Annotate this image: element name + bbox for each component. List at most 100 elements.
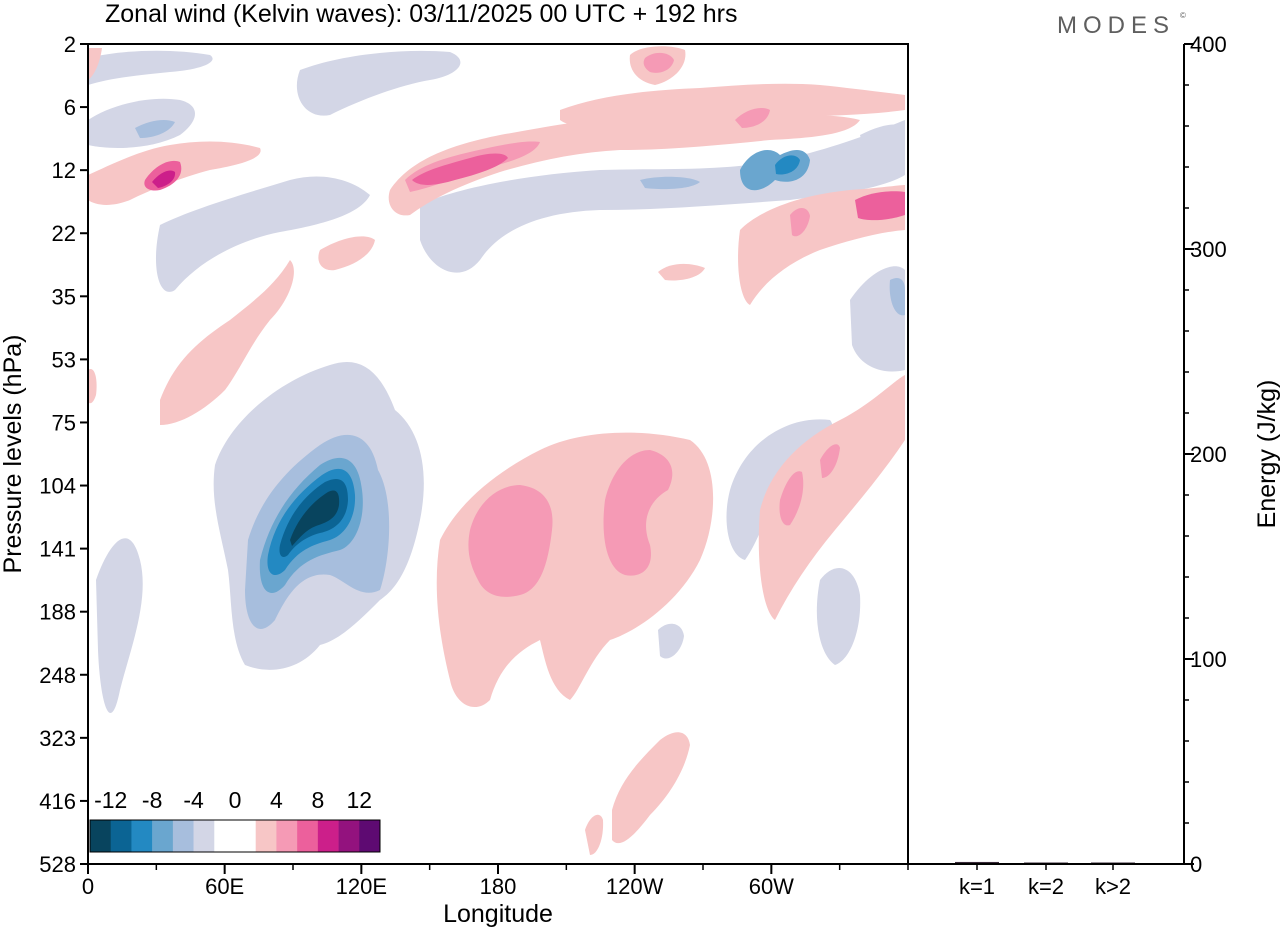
contour-neg1-upper-mid bbox=[296, 50, 461, 116]
energy-category-label: k=2 bbox=[1028, 874, 1064, 899]
logo-mark: © bbox=[1180, 11, 1186, 20]
energy-bars: k=1 k=2 k>2 bbox=[955, 861, 1135, 899]
x-tick-label: 180 bbox=[480, 874, 517, 899]
contour-pos2-upper-top bbox=[643, 52, 674, 73]
x-axis-label: Longitude bbox=[443, 900, 553, 928]
logo-text: MODES bbox=[1057, 12, 1175, 39]
y-tick-label: 528 bbox=[39, 852, 76, 877]
contour-neg1-strat-mid bbox=[155, 176, 370, 292]
colorbar-swatches bbox=[89, 819, 381, 853]
y-tick-label: 323 bbox=[39, 726, 76, 751]
y-tick-label: 22 bbox=[52, 221, 76, 246]
x-tick-label: 0 bbox=[82, 874, 94, 899]
contour-neg1-upper-right bbox=[860, 124, 905, 166]
contour-pos1-strat-mid3 bbox=[658, 263, 705, 281]
colorbar: -12 -8 -4 0 4 8 12 bbox=[89, 787, 381, 853]
energy-category-label: k>2 bbox=[1095, 874, 1131, 899]
contour-neg1-blob-lower-west bbox=[96, 538, 143, 713]
energy-y-tick-label: 300 bbox=[1190, 237, 1227, 262]
energy-bar bbox=[955, 861, 999, 864]
colorbar-label: 8 bbox=[311, 787, 324, 813]
contour-pos1-surface2 bbox=[585, 814, 604, 855]
colorbar-label: -4 bbox=[183, 787, 204, 813]
energy-category-label: k=1 bbox=[959, 874, 995, 899]
colorbar-swatch bbox=[235, 820, 257, 852]
y-axis-label: Pressure levels (hPa) bbox=[0, 335, 27, 574]
energy-y-tick-label: 0 bbox=[1190, 852, 1202, 877]
colorbar-swatch bbox=[90, 820, 112, 852]
y-tick-label: 12 bbox=[52, 158, 76, 183]
y-tick-label: 6 bbox=[64, 95, 76, 120]
contour-neg1-mid-low bbox=[658, 623, 684, 659]
colorbar-swatch bbox=[297, 820, 319, 852]
x-tick-label: 120W bbox=[606, 874, 664, 899]
contour-pos3-strat-east bbox=[855, 191, 905, 221]
y-tick-label: 35 bbox=[52, 284, 76, 309]
contour-pos2-upper-band bbox=[735, 108, 770, 128]
contour-neg2-east-low bbox=[889, 278, 905, 316]
contour-neg4-strat-east bbox=[775, 155, 800, 175]
y-tick-label: 75 bbox=[52, 410, 76, 435]
y-tick-label: 2 bbox=[64, 32, 76, 57]
contour-neg6-blob-main bbox=[290, 490, 340, 546]
y-tick-label: 248 bbox=[39, 663, 76, 688]
energy-y-tick-label: 200 bbox=[1190, 442, 1227, 467]
contour-pos1-surface bbox=[612, 732, 690, 844]
contour-pos1-left-edge bbox=[88, 369, 97, 404]
energy-panel: k=1 k=2 k>2 0 100 200 300 400 Energy (J/kg) bbox=[907, 32, 1280, 899]
x-tick-label: 120E bbox=[336, 874, 387, 899]
contour-pos2-trop-east2 bbox=[820, 444, 840, 478]
colorbar-swatch bbox=[172, 820, 194, 852]
contour-pos1-midlevel-west bbox=[160, 260, 294, 425]
colorbar-swatch bbox=[152, 820, 174, 852]
colorbar-label: 0 bbox=[229, 787, 242, 813]
colorbar-swatch bbox=[276, 820, 298, 852]
contour-neg1-strat-west bbox=[88, 98, 195, 148]
colorbar-labels: -12 -8 -4 0 4 8 12 bbox=[94, 787, 372, 813]
energy-y-tick-label: 400 bbox=[1190, 32, 1227, 57]
colorbar-swatch bbox=[255, 820, 277, 852]
contour-pos2-strat-east bbox=[790, 207, 810, 237]
contour-pos1-upper-band bbox=[560, 83, 905, 129]
colorbar-label: 4 bbox=[270, 787, 283, 813]
contour-pos2-main-trop-a bbox=[468, 485, 553, 597]
colorbar-label: -8 bbox=[142, 787, 162, 813]
colorbar-swatch bbox=[317, 820, 339, 852]
contour-pos2-main-trop-b bbox=[603, 450, 673, 576]
contour-pos4-strat-west bbox=[152, 170, 176, 188]
colorbar-swatch bbox=[359, 820, 381, 852]
contour-neg1-upper-west bbox=[88, 50, 213, 85]
colorbar-swatch bbox=[214, 820, 236, 852]
y-tick-label: 104 bbox=[39, 474, 76, 499]
energy-ticks: 0 100 200 300 400 bbox=[1184, 32, 1227, 877]
y-tick-label: 416 bbox=[39, 789, 76, 814]
x-tick-label: 60E bbox=[205, 874, 244, 899]
contour-neg2-strat-west bbox=[135, 120, 175, 138]
colorbar-swatch bbox=[110, 820, 132, 852]
colorbar-label: -12 bbox=[94, 787, 127, 813]
contour-pos2-trop-east bbox=[779, 471, 804, 526]
energy-y-tick-label: 100 bbox=[1190, 647, 1227, 672]
colorbar-swatch bbox=[338, 820, 360, 852]
contour-neg1-strat-band bbox=[420, 120, 905, 273]
contour-pos1-strat-mid bbox=[388, 115, 860, 216]
contour-pos3-strat-mid bbox=[412, 153, 508, 185]
heatmap-ticks: 0 60E 120E 180 120W 60W 2 6 12 22 35 53 75 104 141 188 2… bbox=[39, 32, 909, 899]
contour-pos1-strat-mid2 bbox=[318, 236, 375, 271]
y-tick-label: 141 bbox=[39, 537, 76, 562]
contour-pos1-trop-east bbox=[758, 375, 905, 620]
energy-y-axis-label: Energy (J/kg) bbox=[1253, 380, 1280, 529]
hovmoller-panel: 0 60E 120E 180 120W 60W 2 6 12 22 35 53 75 104 141 188 2… bbox=[39, 32, 909, 899]
modes-logo: MODES © bbox=[1057, 11, 1186, 39]
contour-neg2-strat-east2 bbox=[640, 176, 700, 190]
y-tick-label: 53 bbox=[52, 347, 76, 372]
colorbar-label: 12 bbox=[346, 787, 372, 813]
x-tick-label: 60W bbox=[749, 874, 794, 899]
contour-neg1-east-low2 bbox=[816, 568, 861, 665]
y-tick-label: 188 bbox=[39, 600, 76, 625]
colorbar-frame bbox=[89, 819, 381, 853]
energy-plot-background bbox=[908, 44, 1184, 864]
contour-fills bbox=[88, 46, 905, 855]
colorbar-swatch bbox=[193, 820, 215, 852]
